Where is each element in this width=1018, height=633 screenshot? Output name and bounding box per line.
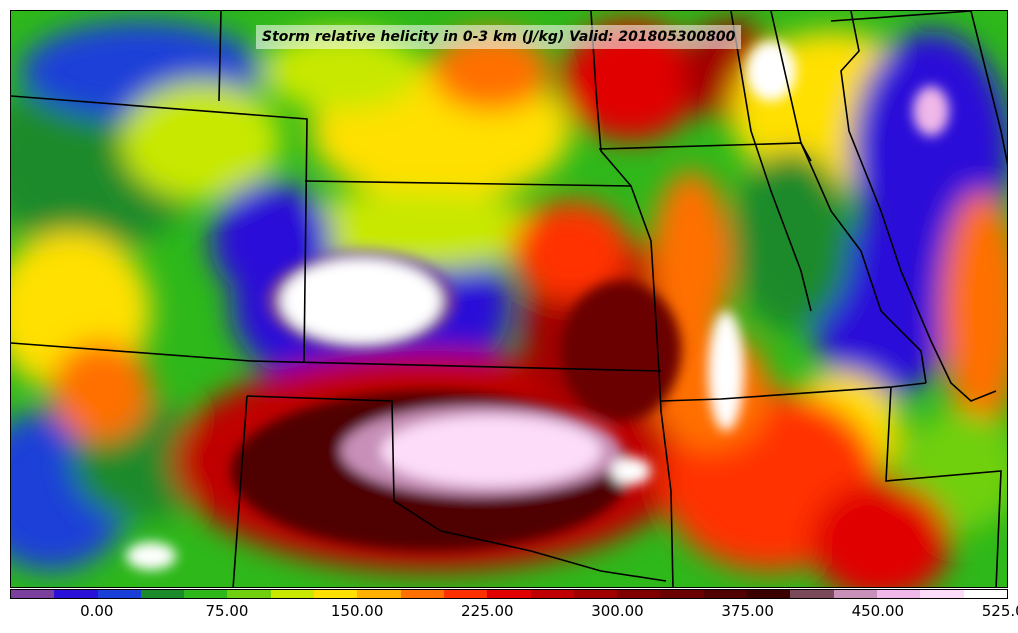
colorbar-tick-label: 75.00 — [205, 602, 249, 620]
map-panel: Storm relative helicity in 0-3 km (J/kg)… — [10, 10, 1008, 588]
colorbar-swatch — [400, 590, 444, 598]
colorbar — [10, 589, 1008, 599]
colorbar-swatch — [573, 590, 618, 598]
colorbar-swatch — [97, 590, 141, 598]
colorbar-swatch — [443, 590, 488, 598]
colorbar-swatch — [790, 590, 834, 598]
colorbar-tick-label: 300.00 — [591, 602, 644, 620]
colorbar-tick-label: 150.00 — [330, 602, 384, 620]
colorbar-tick-labels: 0.00 75.00 150.00 225.00 300.00 375.00 450.00 5… — [10, 602, 1018, 624]
helicity-field-map — [11, 11, 1007, 587]
colorbar-swatch — [357, 590, 401, 598]
colorbar-swatch — [11, 590, 55, 598]
state-boundaries — [11, 11, 1007, 587]
colorbar-swatch — [184, 590, 228, 598]
colorbar-swatch — [747, 590, 791, 598]
colorbar-swatch — [487, 590, 531, 598]
colorbar-tick-label: 0.00 — [80, 602, 114, 620]
map-title: Storm relative helicity in 0-3 km (J/kg)… — [256, 25, 742, 49]
colorbar-swatch — [833, 590, 877, 598]
colorbar-tick-label: 225.00 — [461, 602, 514, 620]
colorbar-swatch — [617, 590, 661, 598]
colorbar-swatch — [920, 590, 964, 598]
colorbar-swatch — [54, 590, 98, 598]
helicity-core-blobs — [126, 41, 949, 570]
colorbar-swatch — [314, 590, 358, 598]
colorbar-tick-label: 525.00 — [981, 602, 1018, 620]
colorbar-swatch — [876, 590, 921, 598]
colorbar-tick-label: 450.00 — [851, 602, 905, 620]
colorbar-swatch — [703, 590, 748, 598]
colorbar-swatch — [140, 590, 185, 598]
colorbar-swatch — [270, 590, 315, 598]
colorbar-swatch — [963, 590, 1007, 598]
colorbar-swatch — [660, 590, 704, 598]
colorbar-swatch — [227, 590, 271, 598]
colorbar-swatch — [530, 590, 574, 598]
colorbar-tick-label: 375.00 — [721, 602, 774, 620]
